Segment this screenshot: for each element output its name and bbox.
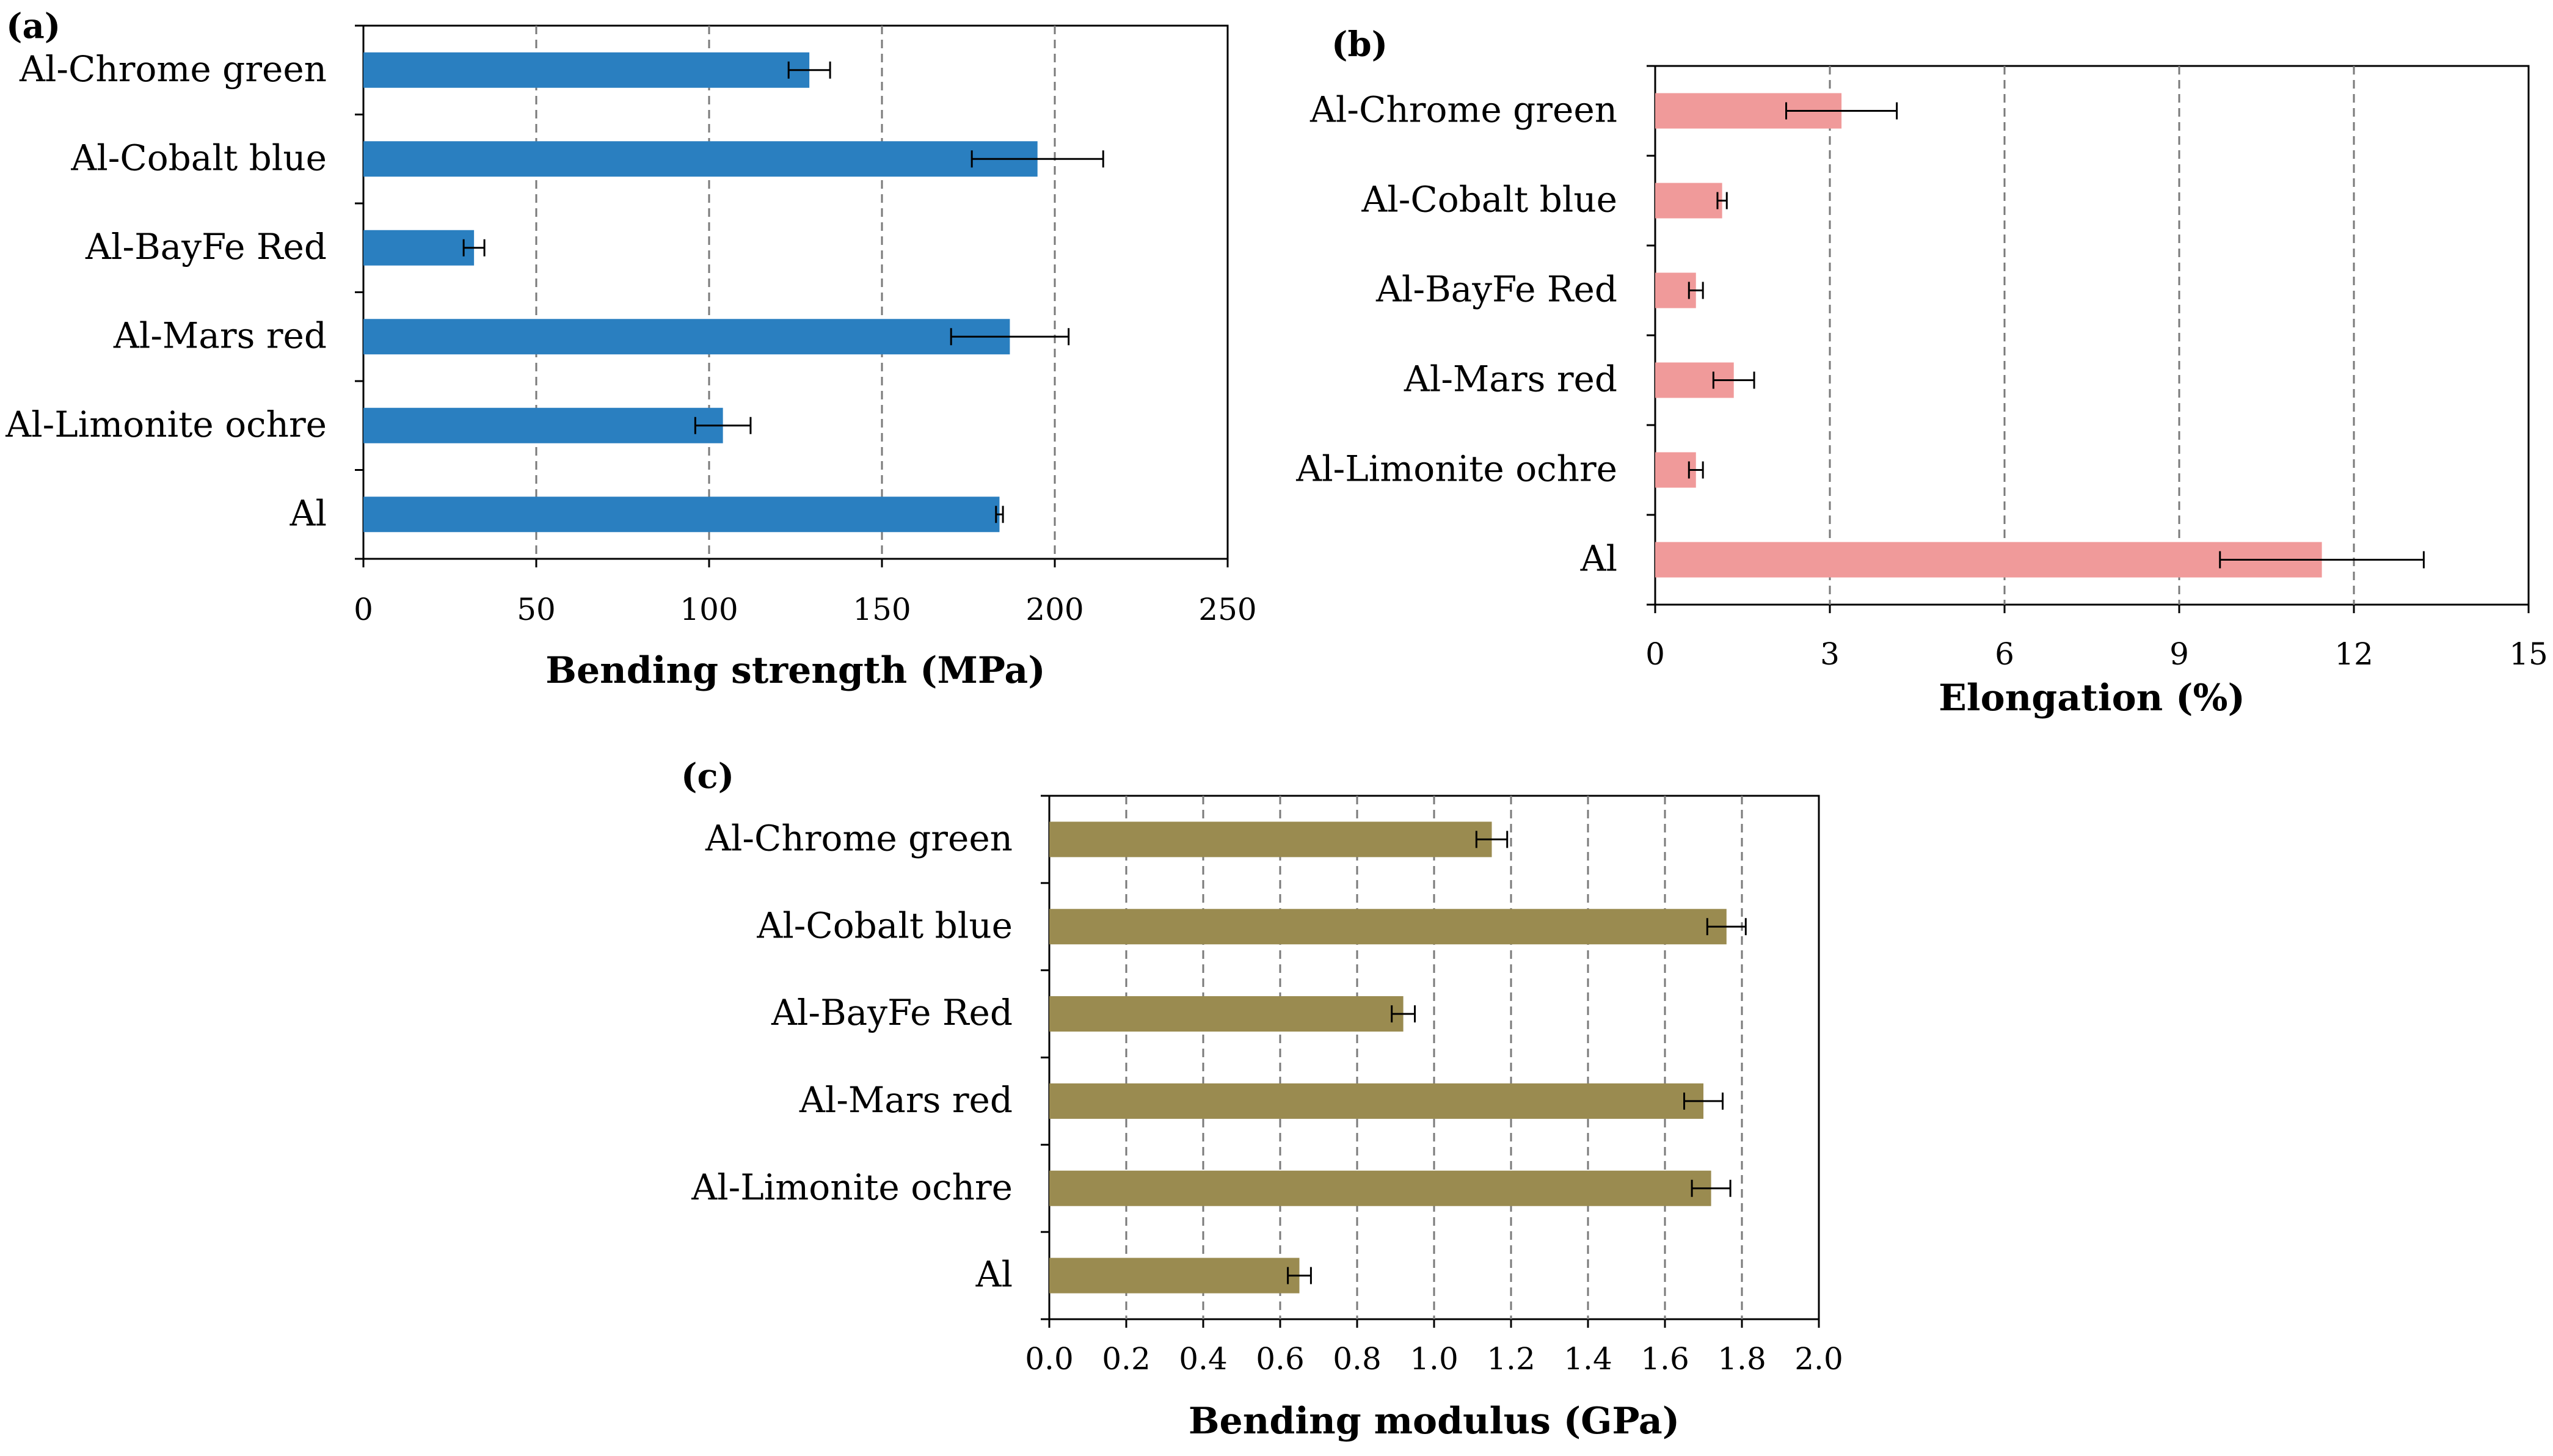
x-tick-label: 0	[354, 592, 373, 627]
category-label-al: Al	[1580, 538, 1617, 580]
category-label-al-cobalt-blue: Al-Cobalt blue	[756, 905, 1013, 946]
x-tick-label: 15	[2509, 636, 2548, 672]
x-tick-label: 150	[853, 592, 911, 627]
bar-al-mars-red	[363, 319, 1010, 355]
x-tick-label: 3	[1820, 636, 1840, 672]
panel-c-label: (c)	[681, 756, 734, 796]
category-label-al-bayfe-red: Al-BayFe Red	[771, 992, 1013, 1033]
x-tick-label: 0.2	[1102, 1341, 1151, 1377]
bar-al-cobalt-blue	[363, 141, 1038, 177]
plot-frame	[1654, 65, 2530, 606]
panel-b-label: (b)	[1331, 24, 1388, 65]
bar-al	[363, 497, 1000, 533]
x-tick-label: 0.6	[1256, 1341, 1305, 1377]
category-label-al-bayfe-red: Al-BayFe Red	[1375, 269, 1617, 310]
panel-a-label: (a)	[6, 6, 60, 46]
x-axis-title: Bending modulus (GPa)	[1189, 1400, 1680, 1443]
x-axis-title: Elongation (%)	[1939, 677, 2245, 719]
x-tick-label: 1.0	[1410, 1341, 1459, 1377]
x-tick-label: 6	[1995, 636, 2014, 672]
x-tick-label: 2.0	[1794, 1341, 1843, 1377]
category-label-al-cobalt-blue: Al-Cobalt blue	[1361, 179, 1617, 220]
x-tick-label: 12	[2334, 636, 2373, 672]
x-tick-label: 250	[1198, 592, 1256, 627]
bar-al-chrome-green	[363, 52, 810, 88]
category-label-al: Al	[975, 1254, 1013, 1295]
category-label-al-chrome-green: Al-Chrome green	[19, 48, 327, 90]
x-tick-label: 0	[1645, 636, 1665, 672]
x-tick-label: 1.6	[1641, 1341, 1689, 1377]
x-tick-label: 1.8	[1717, 1341, 1766, 1377]
bar-al-limonite-ochre	[1049, 1170, 1711, 1206]
chart-bending-strength: 0 50 100 150 200 250 Al-Chrome green Al-Cobalt …	[5, 24, 1257, 692]
category-label-al-mars-red: Al-Mars red	[799, 1079, 1013, 1121]
bar-al-bayfe-red	[363, 230, 475, 266]
category-label-al-mars-red: Al-Mars red	[113, 315, 327, 356]
category-label-al-cobalt-blue: Al-Cobalt blue	[70, 137, 327, 178]
category-label-al-chrome-green: Al-Chrome green	[1309, 89, 1617, 131]
bar-al-chrome-green	[1049, 821, 1492, 857]
bar-al-bayfe-red	[1049, 996, 1404, 1032]
category-label-al-limonite-ochre: Al-Limonite ochre	[691, 1167, 1013, 1208]
x-tick-label: 0.8	[1333, 1341, 1382, 1377]
plot-frame	[362, 24, 1229, 560]
x-tick-label: 100	[680, 592, 738, 627]
x-tick-label: 1.4	[1564, 1341, 1612, 1377]
bar-al-cobalt-blue	[1655, 183, 1722, 219]
bar-al-cobalt-blue	[1049, 909, 1727, 945]
chart-bending-modulus: 0.0 0.2 0.4 0.6 0.8 1.0 1.2 1.4 1.6 1.8 2.0 Al-Chro…	[691, 795, 1843, 1443]
x-tick-label: 50	[517, 592, 556, 627]
category-label-al-limonite-ochre: Al-Limonite ochre	[1295, 448, 1617, 490]
bar-al-limonite-ochre	[363, 407, 723, 443]
category-label-al-chrome-green: Al-Chrome green	[705, 817, 1013, 859]
bar-al-mars-red	[1049, 1083, 1703, 1119]
category-label-al: Al	[290, 492, 327, 534]
x-tick-label: 9	[2169, 636, 2189, 672]
x-tick-label: 1.2	[1487, 1341, 1535, 1377]
category-label-al-bayfe-red: Al-BayFe Red	[85, 226, 327, 268]
x-tick-label: 200	[1025, 592, 1083, 627]
x-tick-label: 0.4	[1179, 1341, 1228, 1377]
chart-elongation: 0 3 6 9 12 15 Al-Chrome green Al-Cobalt blue Al-…	[1295, 65, 2548, 719]
x-tick-label: 0.0	[1025, 1341, 1074, 1377]
bar-al	[1049, 1258, 1300, 1294]
category-label-al-mars-red: Al-Mars red	[1404, 359, 1617, 400]
x-axis-title: Bending strength (MPa)	[545, 649, 1045, 692]
category-label-al-limonite-ochre: Al-Limonite ochre	[5, 404, 327, 445]
bar-al	[1655, 542, 2322, 578]
